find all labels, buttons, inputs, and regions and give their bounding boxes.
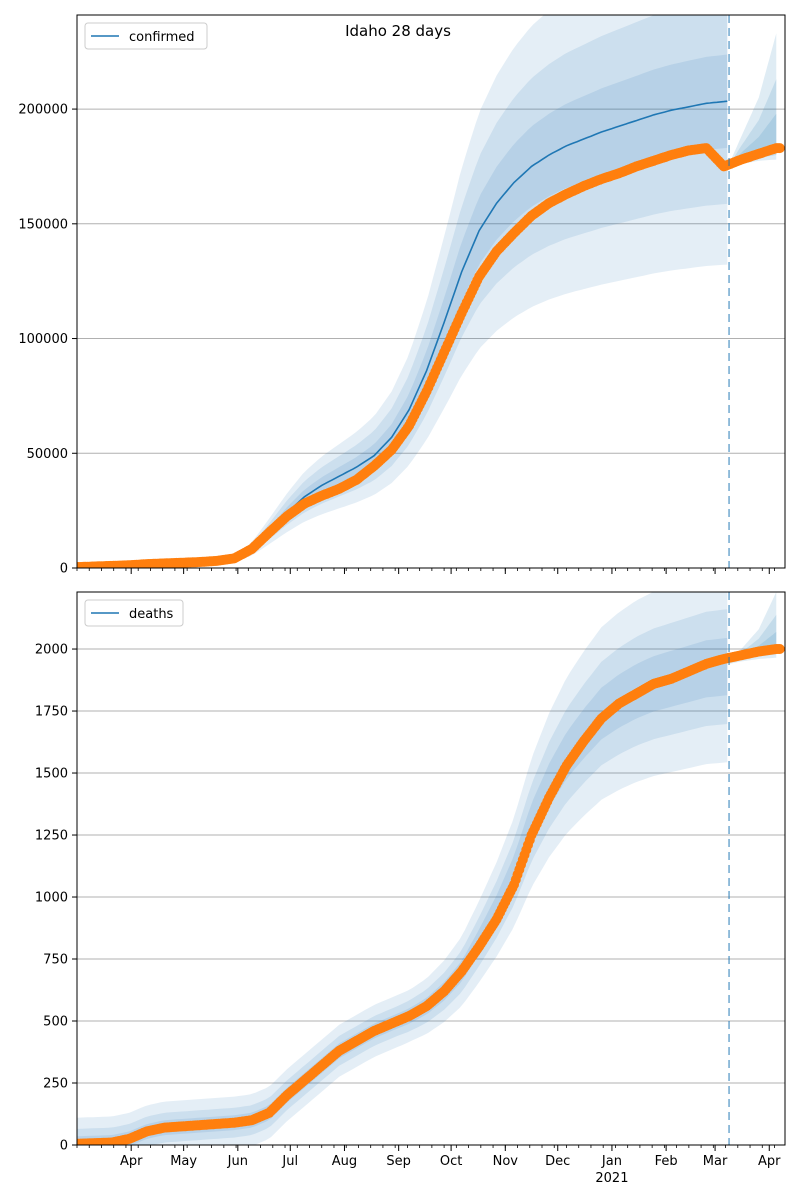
plot-area <box>77 15 785 568</box>
y-tick-label: 1250 <box>35 829 68 844</box>
projection-band <box>729 79 777 168</box>
x-tick-label: Mar <box>703 1154 728 1169</box>
x-tick-label: Oct <box>440 1154 462 1169</box>
x-tick-label: May <box>170 1154 197 1169</box>
uncertainty-band <box>77 637 728 1145</box>
y-tick-label: 50000 <box>27 447 68 462</box>
y-tick-label: 250 <box>43 1077 68 1092</box>
uncertainty-band <box>77 54 728 568</box>
x-year-label: 2021 <box>595 1171 628 1186</box>
legend-label: confirmed <box>129 30 195 45</box>
x-tick-label: Sep <box>386 1154 411 1169</box>
x-tick-label: Apr <box>120 1154 143 1169</box>
uncertainty-band <box>77 15 728 568</box>
x-tick-label: Jul <box>281 1154 298 1169</box>
observed-point <box>774 644 785 654</box>
y-tick-label: 150000 <box>18 217 68 232</box>
y-tick-label: 0 <box>60 562 68 577</box>
legend: deaths <box>84 599 184 627</box>
x-tick-label: Jan <box>601 1154 622 1169</box>
legend-label: deaths <box>129 607 174 622</box>
axes-frame <box>76 14 786 569</box>
y-tick-label: 1500 <box>35 767 68 782</box>
y-tick-label: 0 <box>60 1139 68 1154</box>
x-tick-label: Feb <box>655 1154 678 1169</box>
chart-deaths: 0 250 500 750 1000 1250 1500 1750 2000 Apr May Jun J… <box>35 591 786 1186</box>
y-tick-label: 750 <box>43 953 68 968</box>
y-tick-label: 500 <box>43 1015 68 1030</box>
y-tick-label: 200000 <box>18 103 68 118</box>
chart-confirmed: 0 50000 100000 150000 200000 confirmed <box>18 14 786 577</box>
legend-frame <box>84 22 208 50</box>
x-tick-label: Dec <box>545 1154 570 1169</box>
legend-frame <box>84 599 184 627</box>
uncertainty-band <box>77 609 728 1145</box>
y-tick-label: 1000 <box>35 891 68 906</box>
y-tick-label: 2000 <box>35 643 68 658</box>
observed-point <box>774 143 785 154</box>
x-tick-label: Apr <box>758 1154 781 1169</box>
y-tick-label: 100000 <box>18 332 68 347</box>
uncertainty-band <box>77 592 728 1145</box>
x-tick-label: Jun <box>227 1154 248 1169</box>
plot-area <box>77 592 785 1145</box>
figure-title: Idaho 28 days <box>345 22 451 40</box>
y-tick-label: 1750 <box>35 705 68 720</box>
axes-frame <box>76 591 786 1146</box>
x-tick-label: Nov <box>493 1154 519 1169</box>
uncertainty-band <box>77 15 728 568</box>
x-tick-label: Aug <box>332 1154 357 1169</box>
legend: confirmed <box>84 22 208 50</box>
projection-band <box>729 33 777 169</box>
